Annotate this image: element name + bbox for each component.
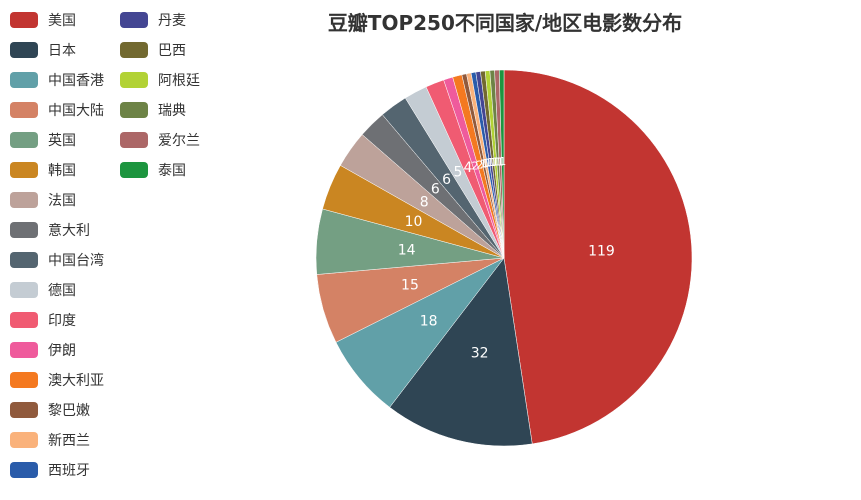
legend-item[interactable]: 中国台湾 — [10, 252, 104, 269]
legend-item[interactable]: 法国 — [10, 192, 76, 209]
slice-value-label: 6 — [442, 172, 451, 188]
legend-swatch — [120, 12, 148, 28]
pie-slice[interactable] — [389, 257, 533, 447]
legend-item[interactable]: 印度 — [10, 312, 76, 329]
legend-swatch — [10, 72, 38, 88]
slice-value-label: 1 — [492, 156, 499, 169]
legend-label: 西班牙 — [48, 463, 90, 479]
legend-label: 韩国 — [48, 163, 76, 179]
slice-value-label: 119 — [588, 244, 615, 260]
slice-value-label: 1 — [482, 157, 489, 170]
pie-slices — [315, 69, 693, 447]
legend-swatch — [120, 132, 148, 148]
slice-value-label: 32 — [471, 346, 489, 362]
legend-item[interactable]: 新西兰 — [10, 432, 90, 449]
legend: 美国日本中国香港中国大陆英国韩国法国意大利中国台湾德国印度伊朗澳大利亚黎巴嫩新西… — [10, 12, 200, 479]
legend-label: 澳大利亚 — [48, 373, 104, 389]
legend-item[interactable]: 伊朗 — [10, 342, 76, 359]
legend-item[interactable]: 丹麦 — [120, 12, 186, 29]
legend-item[interactable]: 中国香港 — [10, 72, 104, 89]
legend-label: 爱尔兰 — [158, 133, 200, 149]
legend-label: 巴西 — [158, 43, 186, 59]
legend-swatch — [10, 12, 38, 28]
legend-label: 瑞典 — [158, 103, 186, 119]
legend-label: 丹麦 — [158, 13, 186, 29]
legend-label: 泰国 — [158, 163, 186, 179]
legend-label: 美国 — [48, 13, 76, 29]
slice-value-label: 1 — [499, 155, 506, 168]
slice-value-label: 1 — [480, 157, 487, 170]
legend-item[interactable]: 德国 — [10, 282, 76, 299]
slice-value-label: 8 — [420, 195, 429, 211]
legend-swatch — [10, 372, 38, 388]
slice-value-label: 1 — [494, 155, 501, 168]
legend-item[interactable]: 美国 — [10, 12, 76, 29]
legend-item[interactable]: 英国 — [10, 132, 76, 149]
slice-value-label: 14 — [398, 242, 416, 258]
legend-swatch — [10, 162, 38, 178]
legend-label: 德国 — [48, 283, 76, 299]
legend-label: 新西兰 — [48, 433, 90, 449]
legend-swatch — [10, 462, 38, 478]
legend-swatch — [10, 282, 38, 298]
legend-item[interactable]: 澳大利亚 — [10, 372, 104, 389]
legend-swatch — [10, 312, 38, 328]
slice-value-label: 1 — [487, 156, 494, 169]
legend-swatch — [10, 102, 38, 118]
legend-label: 印度 — [48, 313, 76, 329]
legend-label: 伊朗 — [48, 343, 76, 359]
legend-item[interactable]: 黎巴嫩 — [10, 402, 90, 419]
legend-swatch — [10, 222, 38, 238]
slice-value-label: 15 — [401, 278, 419, 294]
legend-item[interactable]: 爱尔兰 — [120, 132, 200, 149]
legend-swatch — [120, 72, 148, 88]
legend-swatch — [120, 162, 148, 178]
legend-item[interactable]: 意大利 — [10, 222, 90, 239]
slice-value-label: 1 — [497, 155, 504, 168]
slice-value-label: 5 — [454, 165, 463, 181]
legend-item[interactable]: 韩国 — [10, 162, 76, 179]
legend-item[interactable]: 巴西 — [120, 42, 186, 59]
legend-item[interactable]: 中国大陆 — [10, 102, 104, 119]
legend-label: 中国台湾 — [48, 252, 104, 269]
slice-value-label: 6 — [431, 181, 440, 197]
legend-swatch — [120, 42, 148, 58]
legend-item[interactable]: 西班牙 — [10, 462, 90, 479]
slice-value-label: 4 — [464, 160, 473, 176]
legend-swatch — [10, 432, 38, 448]
slice-value-label: 1 — [489, 156, 496, 169]
slice-value-label: 18 — [420, 313, 438, 329]
legend-item[interactable]: 瑞典 — [120, 102, 186, 119]
slice-value-label: 1 — [485, 157, 492, 170]
legend-swatch — [10, 342, 38, 358]
legend-label: 意大利 — [48, 222, 90, 239]
chart-title: 豆瓣TOP250不同国家/地区电影数分布 — [328, 11, 682, 35]
legend-swatch — [120, 102, 148, 118]
legend-label: 英国 — [48, 132, 76, 149]
legend-label: 日本 — [48, 43, 76, 59]
slice-value-label: 10 — [405, 214, 423, 230]
legend-swatch — [10, 192, 38, 208]
legend-label: 中国香港 — [48, 73, 104, 89]
legend-item[interactable]: 泰国 — [120, 162, 186, 179]
slice-value-label: 2 — [471, 160, 478, 173]
legend-swatch — [10, 402, 38, 418]
pie-slice[interactable] — [499, 69, 505, 259]
slice-value-label: 2 — [476, 158, 483, 171]
pie-slice[interactable] — [503, 69, 693, 445]
legend-label: 黎巴嫩 — [48, 403, 90, 419]
legend-label: 阿根廷 — [158, 73, 200, 89]
legend-label: 中国大陆 — [48, 103, 104, 119]
legend-swatch — [10, 42, 38, 58]
legend-item[interactable]: 阿根廷 — [120, 72, 200, 89]
legend-swatch — [10, 252, 38, 268]
legend-item[interactable]: 日本 — [10, 42, 76, 59]
legend-swatch — [10, 132, 38, 148]
legend-label: 法国 — [48, 193, 76, 209]
